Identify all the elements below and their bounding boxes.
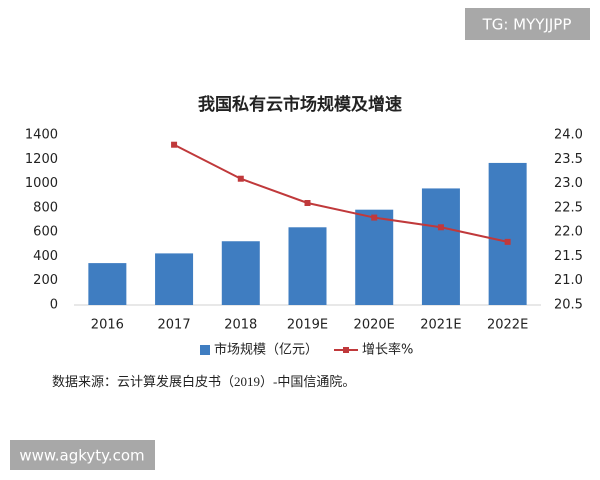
- bar: [288, 227, 327, 305]
- legend-label: 增长率%: [362, 342, 413, 358]
- watermark-box: [465, 8, 590, 40]
- legend-swatch: [200, 345, 210, 355]
- x-tick-label: 2022E: [487, 318, 528, 333]
- line-marker: [237, 175, 244, 182]
- line-marker: [304, 200, 311, 206]
- y-tick-label: 1000: [25, 176, 58, 191]
- y-tick-label: 1200: [25, 152, 58, 167]
- bar: [355, 209, 394, 305]
- watermark: www.agkyty.com: [19, 447, 144, 465]
- x-tick-label: 2018: [224, 318, 257, 333]
- bar: [221, 241, 260, 305]
- y-tick-label: 200: [33, 273, 58, 288]
- x-tick-label: 2017: [158, 318, 191, 333]
- chart-title: 我国私有云市场规模及增速: [198, 94, 402, 114]
- y2-tick-label: 22.5: [554, 200, 583, 215]
- y-tick-label: 800: [33, 200, 58, 215]
- y-tick-label: 1400: [25, 128, 58, 143]
- y2-tick-label: 23.5: [554, 152, 583, 167]
- y2-tick-label: 21.0: [554, 273, 583, 288]
- legend-swatch: [343, 347, 349, 353]
- bar: [155, 253, 194, 305]
- bar: [88, 263, 127, 305]
- legend-label: 市场规模（亿元）: [214, 342, 318, 358]
- bar: [488, 162, 527, 305]
- watermark-box: [10, 440, 155, 470]
- line-marker: [371, 214, 378, 221]
- x-tick-label: 2020E: [354, 318, 395, 333]
- y2-tick-label: 21.5: [554, 249, 583, 264]
- line-marker: [437, 224, 444, 231]
- line-marker: [171, 141, 178, 148]
- y-tick-label: 400: [33, 249, 58, 264]
- y2-tick-label: 23.0: [554, 176, 583, 191]
- y2-tick-label: 24.0: [554, 128, 583, 143]
- y2-tick-label: 20.5: [554, 298, 583, 313]
- bar: [421, 188, 460, 305]
- x-tick-label: 2019E: [287, 318, 328, 333]
- x-tick-label: 2021E: [420, 318, 461, 333]
- y2-tick-label: 22.0: [554, 225, 583, 240]
- watermark: TG: MYYJJPP: [482, 16, 572, 34]
- line-marker: [504, 238, 511, 245]
- y-tick-label: 600: [33, 225, 58, 240]
- y-tick-label: 0: [50, 298, 58, 313]
- x-tick-label: 2016: [91, 318, 124, 333]
- source-note: 数据来源：云计算发展白皮书（2019）-中国信通院。: [52, 374, 355, 389]
- line: [173, 143, 508, 243]
